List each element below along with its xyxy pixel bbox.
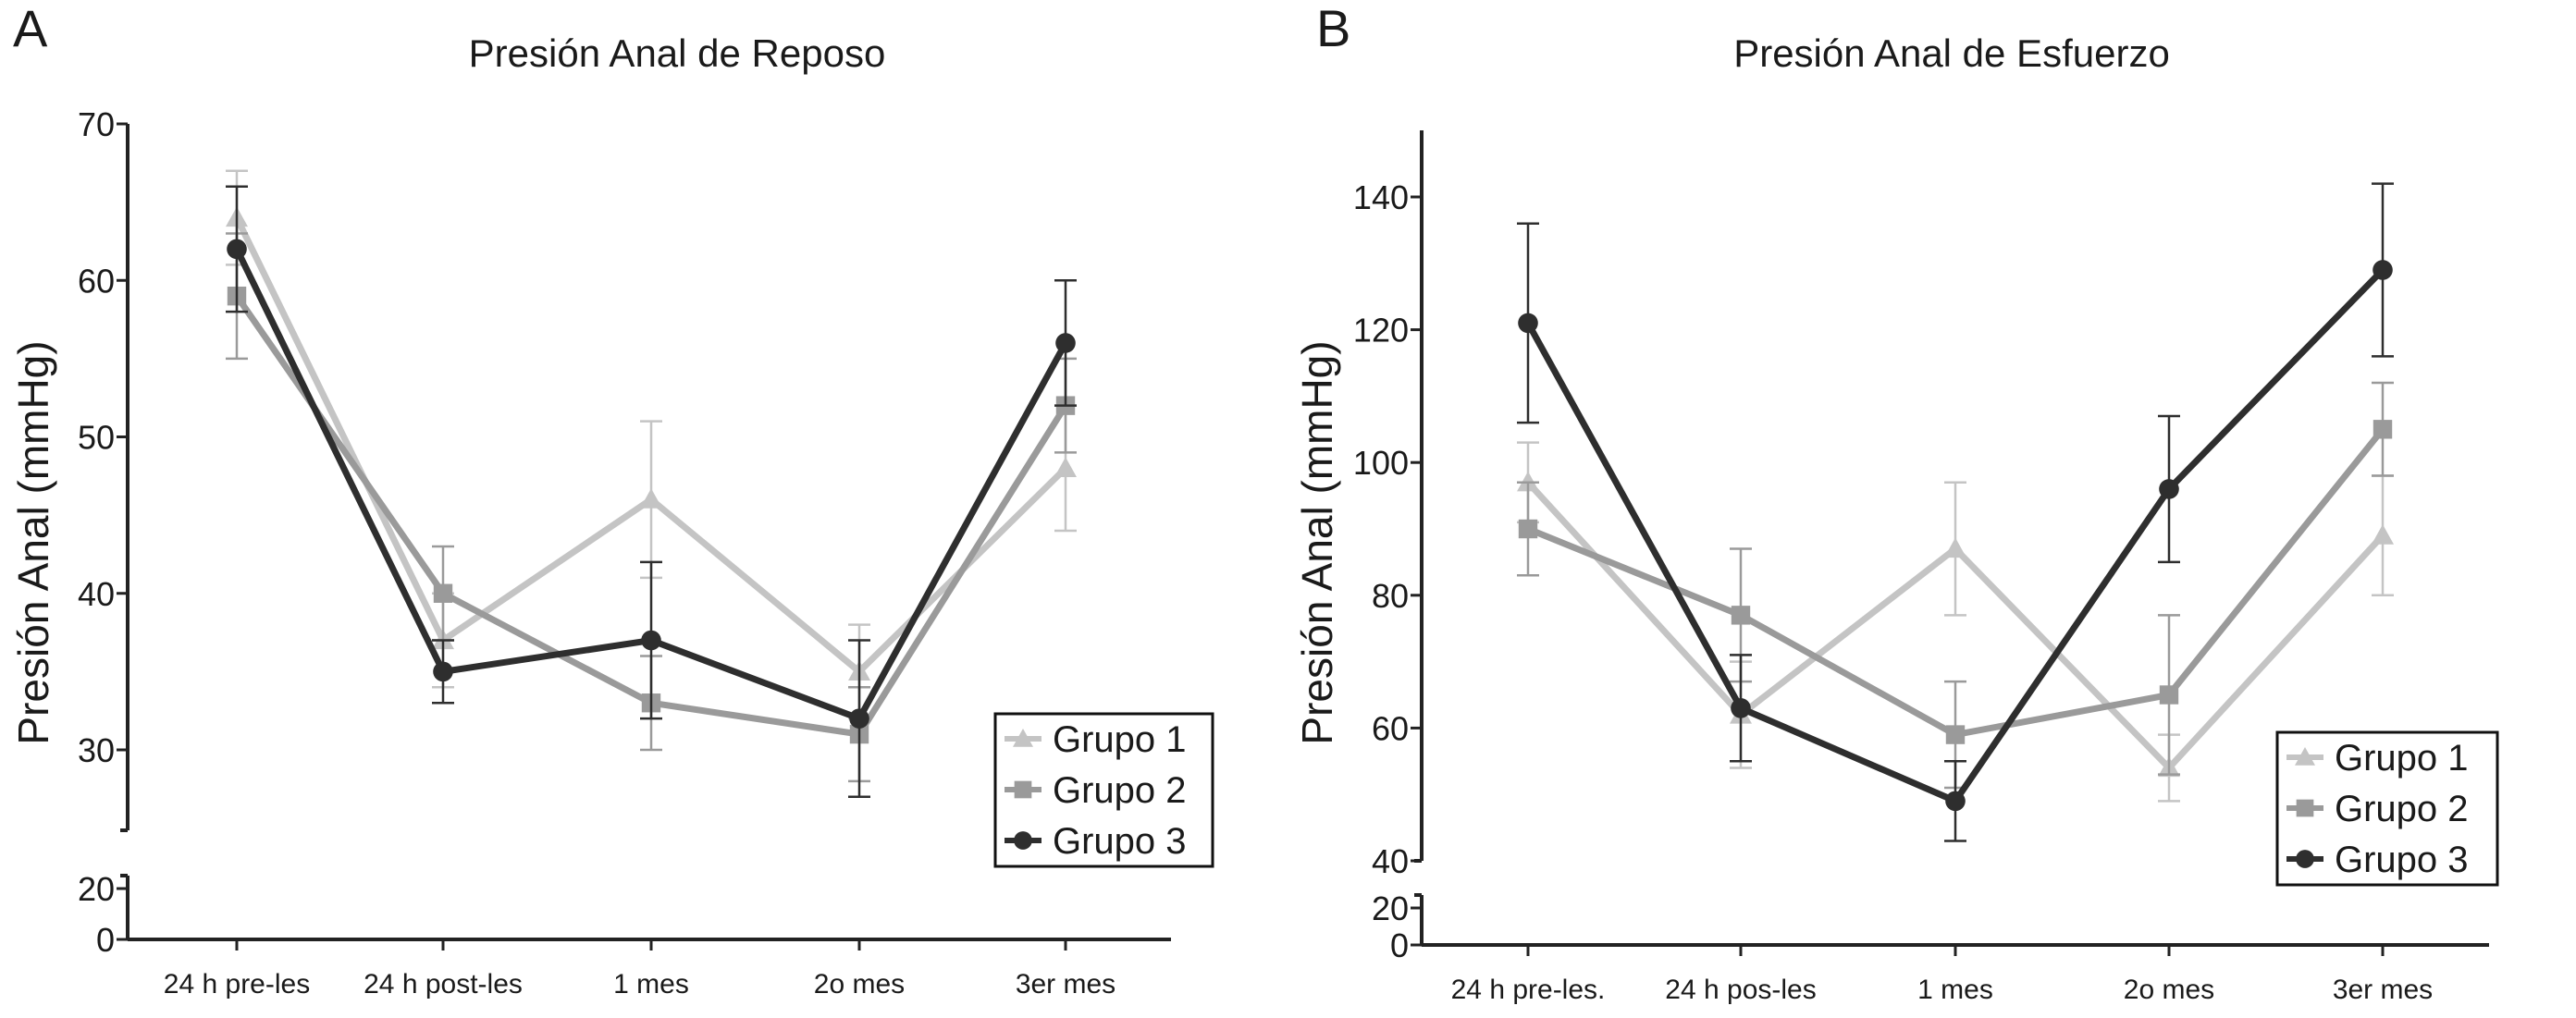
data-point (640, 488, 662, 509)
x-tick-label: 3er mes (2333, 975, 2433, 1005)
panel-a-title: Presión Anal de Reposo (469, 31, 886, 75)
legend-label: Grupo 1 (1053, 719, 1187, 760)
y-tick-label: 70 (78, 105, 115, 143)
legend-marker (2295, 747, 2315, 766)
y-tick-label: 20 (1372, 889, 1409, 927)
legend-label: Grupo 3 (2335, 840, 2469, 880)
x-tick-label: 24 h pos-les (1665, 975, 1816, 1005)
legend-label: Grupo 3 (1053, 821, 1187, 862)
series-grupo-3 (226, 185, 1077, 799)
data-point (1945, 791, 1966, 812)
data-point (2159, 685, 2179, 705)
data-point (1731, 606, 1751, 625)
y-tick-label: 40 (1372, 842, 1409, 880)
data-point (1945, 725, 1966, 744)
data-point (433, 661, 453, 682)
legend: Grupo 1 Grupo 2 Grupo 3 (2275, 730, 2499, 887)
legend-marker (1013, 729, 1033, 747)
y-tick-label: 30 (78, 731, 115, 769)
x-tick-label: 1 mes (1917, 975, 1993, 1005)
data-point (2159, 479, 2179, 499)
data-point (2372, 524, 2394, 545)
series-grupo-3 (1517, 182, 2394, 842)
legend-label: Grupo 2 (2335, 789, 2469, 829)
y-tick-label: 50 (78, 419, 115, 457)
y-tick-label: 80 (1372, 577, 1409, 615)
legend-marker (2296, 850, 2314, 868)
y-tick-label: 20 (78, 870, 115, 908)
data-point (1518, 519, 1538, 539)
panel-b-letter: B (1316, 0, 1350, 57)
data-point (433, 583, 453, 603)
data-point (1944, 537, 1966, 558)
y-tick-label: 120 (1353, 312, 1409, 350)
x-tick-label: 1 mes (613, 969, 689, 1000)
series-grupo-1 (1517, 441, 2394, 803)
data-point (2373, 260, 2393, 280)
y-tick-label: 100 (1353, 444, 1409, 482)
legend: Grupo 1 Grupo 2 Grupo 3 (993, 712, 1214, 868)
x-tick-label: 24 h pre-les. (1451, 975, 1606, 1005)
y-tick-label: 0 (96, 921, 115, 959)
y-tick-label: 0 (1390, 926, 1409, 964)
legend-marker (2296, 799, 2314, 817)
data-point (1054, 457, 1077, 477)
legend-marker (1014, 780, 1032, 799)
data-point (1518, 313, 1538, 334)
data-point (227, 239, 247, 260)
x-tick-label: 24 h post-les (364, 969, 523, 1000)
y-tick-label: 40 (78, 575, 115, 613)
y-tick-label: 140 (1353, 178, 1409, 216)
x-tick-label: 2o mes (2124, 975, 2214, 1005)
data-point (2373, 420, 2393, 439)
legend-label: Grupo 1 (2335, 738, 2469, 779)
panel-b-plot: 020 40 60 80 100 120 140 24 h pre-les. 24 h pos-… (1353, 130, 2499, 1005)
y-tick-label: 60 (78, 262, 115, 300)
panel-b-title: Presión Anal de Esfuerzo (1733, 31, 2170, 75)
data-point (641, 630, 661, 651)
data-point (1731, 698, 1751, 718)
y-tick-label: 60 (1372, 709, 1409, 747)
x-tick-label: 3er mes (1016, 969, 1115, 1000)
x-tick-label: 2o mes (814, 969, 905, 1000)
data-point (849, 708, 869, 729)
panel-b-ylabel: Presión Anal (mmHg) (1293, 340, 1341, 744)
panel-a-plot: 0 20 30 40 50 60 70 24 h pre-les 24 h post-les 1 … (78, 105, 1214, 1000)
legend-marker (1014, 831, 1032, 850)
data-point (1055, 333, 1076, 353)
panel-a-ylabel: Presión Anal (mmHg) (9, 340, 57, 744)
x-tick-label: 24 h pre-les (164, 969, 310, 1000)
legend-label: Grupo 2 (1053, 770, 1187, 811)
panel-a-letter: A (13, 0, 48, 57)
